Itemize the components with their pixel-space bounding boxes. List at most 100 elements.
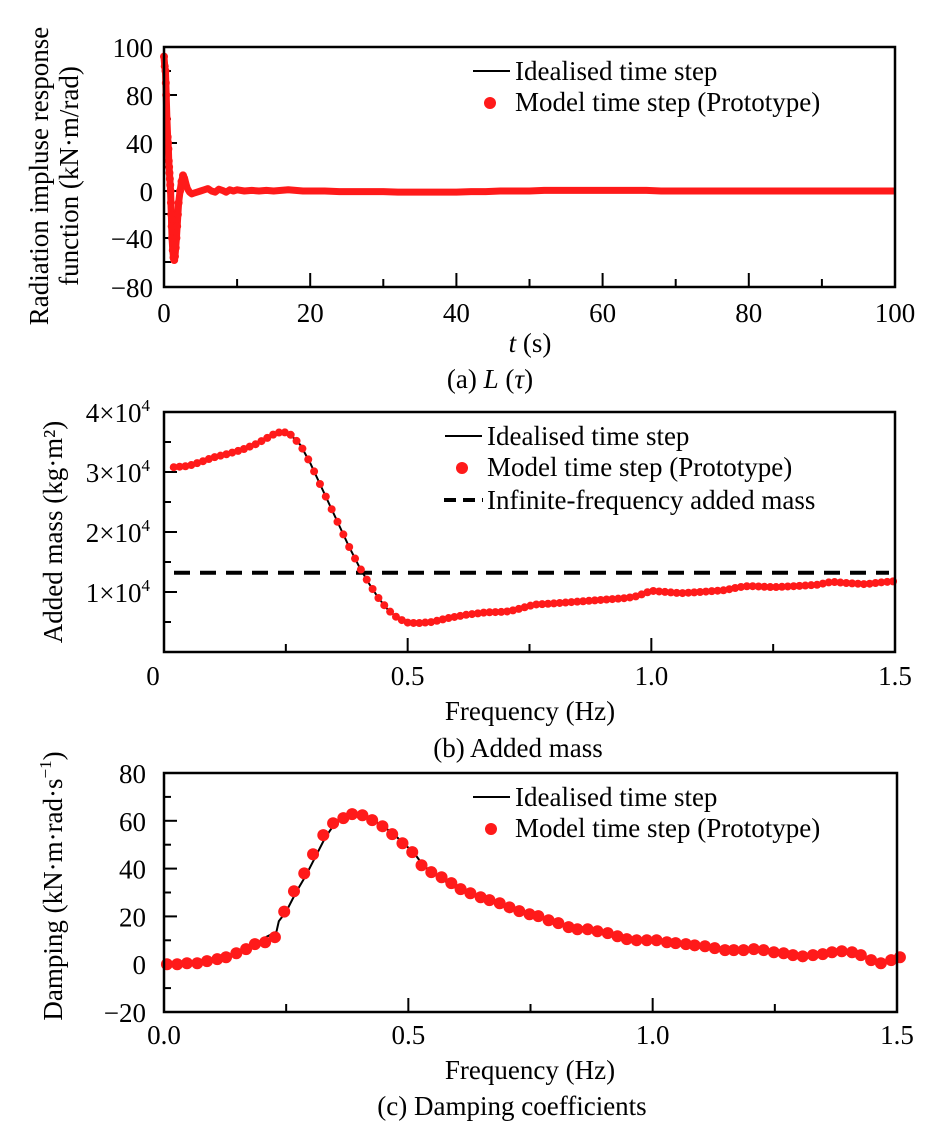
model-point [865, 954, 878, 967]
model-point [620, 933, 633, 946]
model-point [386, 607, 395, 616]
model-point [503, 901, 516, 914]
x-tick-label: 0 [146, 661, 160, 691]
panel-b-legend: Idealised time step Model time step (Pro… [444, 421, 815, 515]
model-point [421, 618, 430, 627]
model-point [650, 934, 663, 947]
model-point [696, 588, 705, 596]
model-point [871, 579, 880, 587]
model-point [298, 867, 311, 880]
model-point [701, 587, 710, 596]
model-point [275, 428, 284, 437]
y-tick-label: 3×104 [86, 456, 151, 488]
panel-c-x-axis-title: Frequency (Hz) [445, 1055, 615, 1085]
model-point [707, 587, 716, 596]
legend-dot-swatch [485, 823, 497, 835]
panel-a-legend: Idealised time step Model time step (Pro… [473, 56, 820, 117]
model-point [167, 210, 176, 219]
model-point [571, 923, 584, 936]
model-point [464, 887, 477, 900]
model-point [425, 866, 438, 879]
model-point [713, 586, 722, 595]
model-point [865, 579, 874, 588]
model-point [786, 949, 799, 962]
legend-label-model: Model time step (Prototype) [515, 813, 820, 843]
panel-c-y-axis-title: Damping (kN·m·rad·s−1) [36, 751, 68, 1020]
model-point [640, 934, 653, 947]
tick-mantissa: 1×10 [86, 578, 142, 608]
model-point [164, 145, 173, 153]
model-point [351, 554, 360, 563]
model-point [333, 517, 342, 526]
y-tick-label: 40 [126, 129, 153, 159]
model-point [766, 583, 775, 592]
model-point [748, 582, 757, 591]
y-tick-label: −40 [111, 224, 153, 254]
panel-c-caption: (c) Damping coefficients [377, 1091, 646, 1121]
model-point [479, 608, 488, 617]
model-point [678, 589, 687, 598]
model-point [747, 943, 760, 956]
model-point [581, 923, 594, 936]
tick-exponent: 4 [142, 576, 151, 595]
model-point [549, 599, 558, 608]
legend-label-infinite: Infinite-frequency added mass [487, 485, 815, 515]
model-point [166, 181, 175, 189]
y-tick-label: 0 [133, 950, 147, 980]
model-point [783, 582, 792, 591]
model-point [163, 133, 172, 141]
legend-label-idealised: Idealised time step [515, 782, 717, 812]
x-tick-label: 80 [735, 298, 762, 328]
tick-exponent: 4 [142, 456, 151, 475]
model-point [830, 578, 839, 587]
y-tick-label: −80 [111, 273, 153, 303]
model-point [164, 157, 173, 165]
model-point [445, 877, 458, 890]
tick-mantissa: 2×10 [86, 518, 142, 548]
model-point [201, 955, 214, 968]
model-point [454, 883, 467, 896]
model-point [789, 582, 798, 591]
model-point [742, 582, 751, 591]
model-point [848, 579, 857, 588]
y-title-superscript: −1 [36, 760, 55, 778]
model-point [853, 579, 862, 588]
model-point [760, 582, 769, 591]
model-point [698, 940, 711, 953]
x-tick-label: 20 [297, 298, 324, 328]
model-point [614, 594, 623, 603]
model-point [240, 943, 253, 956]
model-point [826, 946, 839, 959]
y-tick-label: −20 [104, 998, 146, 1028]
model-point [777, 582, 786, 591]
tick-exponent: 4 [142, 396, 151, 415]
model-point [816, 948, 829, 961]
model-point [403, 618, 412, 627]
panel-b-caption: (b) Added mass [433, 733, 602, 763]
caption-prefix: (a) [447, 364, 484, 394]
model-point [836, 578, 845, 587]
model-point [561, 598, 570, 607]
tick-mantissa: 3×10 [86, 458, 142, 488]
model-point [532, 910, 545, 923]
panel-c-damping: Damping (kN·m·rad·s−1) 0.0 0.5 1.0 1.5 −20 0 2… [36, 751, 914, 1121]
legend-dot-swatch [484, 97, 496, 109]
model-point [584, 596, 593, 605]
y-tick-label: 20 [119, 902, 146, 932]
model-point [611, 930, 624, 943]
model-point [310, 467, 319, 476]
model-point [596, 595, 605, 604]
legend-label-model: Model time step (Prototype) [487, 452, 792, 482]
model-point [173, 222, 182, 231]
model-point [737, 582, 746, 591]
model-point [368, 585, 377, 593]
model-point [173, 210, 182, 219]
model-point [356, 565, 365, 574]
model-point [165, 175, 174, 183]
caption-italic-tau: τ [514, 364, 525, 394]
model-point [286, 430, 295, 439]
model-point [346, 808, 359, 821]
model-point [292, 436, 301, 445]
legend-label-idealised: Idealised time step [487, 421, 689, 451]
model-point [591, 925, 604, 938]
